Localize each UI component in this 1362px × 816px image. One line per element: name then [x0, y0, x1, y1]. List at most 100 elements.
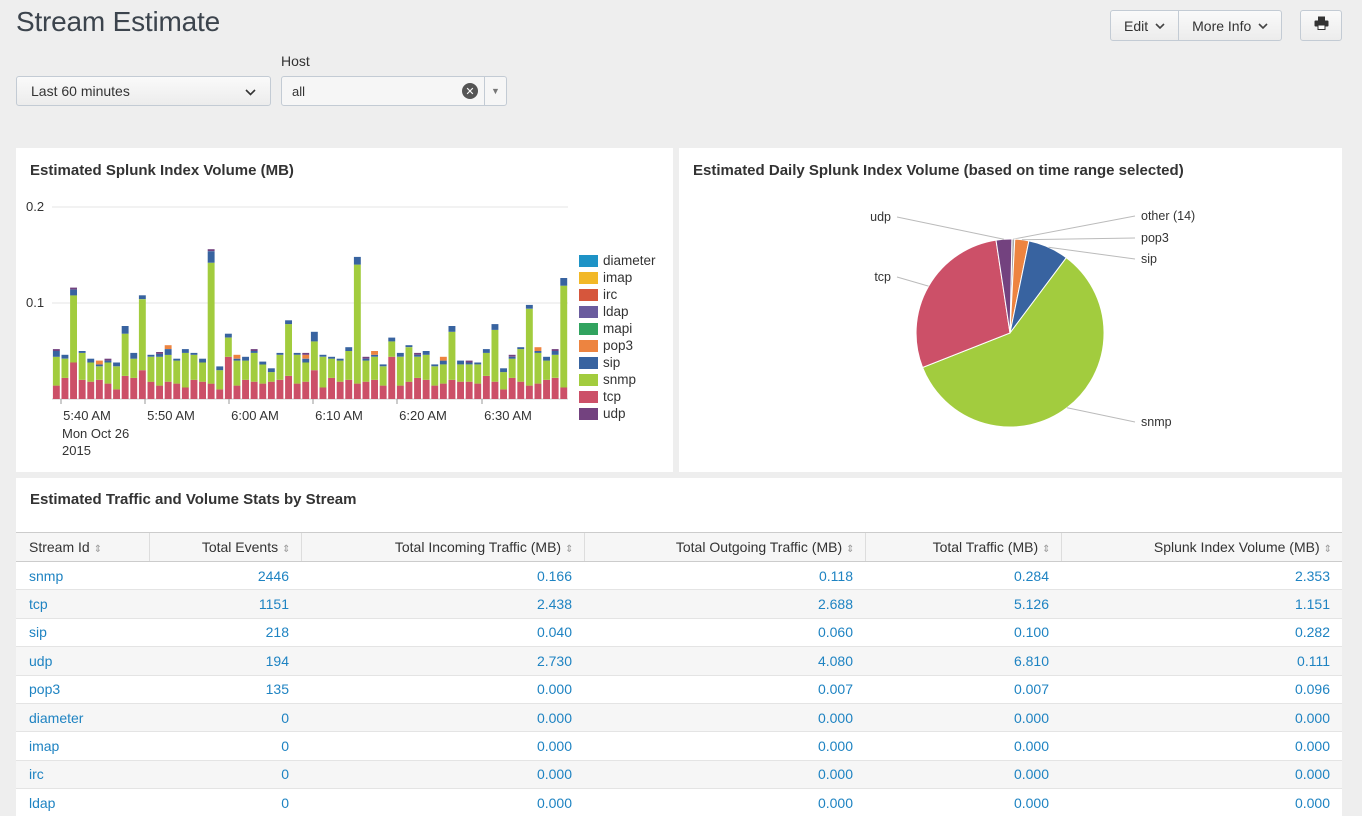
table-cell-link[interactable]: 0.000	[301, 731, 584, 761]
table-cell-link[interactable]: 6.810	[865, 646, 1061, 676]
table-cell-link[interactable]: 0.040	[301, 618, 584, 648]
table-cell-link[interactable]: 0.111	[1061, 646, 1342, 676]
table-cell-link[interactable]: 194	[149, 646, 301, 676]
pie-leader-line	[1048, 246, 1136, 260]
table-cell-link[interactable]: 0.000	[584, 788, 865, 816]
table-cell-link[interactable]: 0.096	[1061, 675, 1342, 704]
legend-item[interactable]: pop3	[579, 337, 656, 354]
table-cell-link[interactable]: 0	[149, 760, 301, 790]
table-cell-link[interactable]: 0.000	[1061, 731, 1342, 761]
table-cell-link[interactable]: 0.000	[1061, 760, 1342, 790]
column-header[interactable]: Splunk Index Volume (MB) ⇕	[1060, 532, 1342, 562]
clear-icon[interactable]: ✕	[462, 83, 478, 99]
legend-item[interactable]: sip	[579, 354, 656, 371]
stream-id-link[interactable]: pop3	[16, 675, 149, 704]
table-row[interactable]: udp 194 2.730 4.080 6.810 0.111	[16, 646, 1342, 676]
table-cell-link[interactable]: 0.282	[1061, 618, 1342, 648]
stream-id-link[interactable]: irc	[16, 760, 149, 790]
stream-id-link[interactable]: diameter	[16, 703, 149, 733]
sort-icon[interactable]: ⇕	[93, 544, 103, 555]
table-cell-link[interactable]: 0.000	[865, 788, 1061, 816]
legend-label: snmp	[603, 372, 637, 387]
bar-segment-snmp	[517, 349, 525, 382]
table-cell-link[interactable]: 135	[149, 675, 301, 704]
table-cell-link[interactable]: 5.126	[865, 589, 1061, 619]
sort-icon[interactable]: ⇕	[282, 544, 291, 555]
table-cell-link[interactable]: 0.000	[865, 731, 1061, 761]
legend-item[interactable]: udp	[579, 405, 656, 422]
table-cell-link[interactable]: 2.688	[584, 589, 865, 619]
sort-icon[interactable]: ⇕	[1323, 544, 1332, 555]
table-cell-link[interactable]: 0.284	[865, 561, 1061, 591]
table-cell-link[interactable]: 1.151	[1061, 589, 1342, 619]
table-cell-link[interactable]: 0.060	[584, 618, 865, 648]
sort-icon[interactable]: ⇕	[846, 544, 855, 555]
table-row[interactable]: snmp 2446 0.166 0.118 0.284 2.353	[16, 561, 1342, 591]
table-cell-link[interactable]: 0.100	[865, 618, 1061, 648]
table-cell-link[interactable]: 1151	[149, 589, 301, 619]
print-button[interactable]	[1300, 10, 1342, 41]
column-header[interactable]: Total Incoming Traffic (MB) ⇕	[300, 532, 584, 562]
more-info-button[interactable]: More Info	[1178, 11, 1281, 40]
column-header[interactable]: Total Events ⇕	[148, 532, 301, 562]
table-cell-link[interactable]: 2446	[149, 561, 301, 591]
legend-item[interactable]: tcp	[579, 388, 656, 405]
sort-icon[interactable]: ⇕	[565, 544, 574, 555]
stream-id-link[interactable]: tcp	[16, 589, 149, 619]
table-cell-link[interactable]: 0.007	[584, 675, 865, 704]
column-header[interactable]: Stream Id ⇕	[16, 532, 149, 562]
bar-segment-tcp	[414, 377, 421, 399]
table-cell-link[interactable]: 0.000	[301, 760, 584, 790]
column-header[interactable]: Total Outgoing Traffic (MB) ⇕	[583, 532, 865, 562]
table-row[interactable]: pop3 135 0.000 0.007 0.007 0.096	[16, 675, 1342, 704]
bar-segment-snmp	[267, 372, 275, 382]
table-row[interactable]: imap 0 0.000 0.000 0.000 0.000	[16, 731, 1342, 761]
column-header[interactable]: Total Traffic (MB) ⇕	[864, 532, 1061, 562]
table-cell-link[interactable]: 2.438	[301, 589, 584, 619]
table-cell-link[interactable]: 0.118	[584, 561, 865, 591]
stream-id-link[interactable]: udp	[16, 646, 149, 676]
table-cell-link[interactable]: 0.000	[584, 703, 865, 733]
table-cell-link[interactable]: 0	[149, 703, 301, 733]
legend-item[interactable]: mapi	[579, 320, 656, 337]
table-cell-link[interactable]: 0.000	[301, 788, 584, 816]
table-cell-link[interactable]: 0	[149, 788, 301, 816]
table-row[interactable]: diameter 0 0.000 0.000 0.000 0.000	[16, 703, 1342, 733]
table-cell-link[interactable]: 4.080	[584, 646, 865, 676]
legend-item[interactable]: diameter	[579, 252, 656, 269]
table-row[interactable]: tcp 1151 2.438 2.688 5.126 1.151	[16, 589, 1342, 619]
table-cell-link[interactable]: 2.730	[301, 646, 584, 676]
table-cell-link[interactable]: 218	[149, 618, 301, 648]
table-cell-link[interactable]: 0.000	[301, 703, 584, 733]
bar-segment-sip	[216, 366, 224, 371]
time-range-picker[interactable]: Last 60 minutes	[16, 76, 271, 106]
bar-segment-tcp	[87, 381, 95, 399]
stream-id-link[interactable]: imap	[16, 731, 149, 761]
table-cell-link[interactable]: 0.000	[584, 760, 865, 790]
chevron-down-icon	[245, 83, 256, 99]
dropdown-arrow-icon[interactable]: ▼	[484, 77, 506, 105]
table-row[interactable]: irc 0 0.000 0.000 0.000 0.000	[16, 760, 1342, 790]
stream-id-link[interactable]: snmp	[16, 561, 149, 591]
table-cell-link[interactable]: 0.000	[1061, 788, 1342, 816]
host-select[interactable]: all ✕ ▼	[281, 76, 507, 106]
stream-id-link[interactable]: ldap	[16, 788, 149, 816]
legend-item[interactable]: snmp	[579, 371, 656, 388]
table-row[interactable]: ldap 0 0.000 0.000 0.000 0.000	[16, 788, 1342, 816]
table-cell-link[interactable]: 0.007	[865, 675, 1061, 704]
table-cell-link[interactable]: 2.353	[1061, 561, 1342, 591]
sort-icon[interactable]: ⇕	[1042, 544, 1051, 555]
edit-button[interactable]: Edit	[1111, 11, 1178, 40]
table-cell-link[interactable]: 0.000	[865, 760, 1061, 790]
table-cell-link[interactable]: 0.166	[301, 561, 584, 591]
table-cell-link[interactable]: 0.000	[584, 731, 865, 761]
table-cell-link[interactable]: 0.000	[1061, 703, 1342, 733]
legend-item[interactable]: imap	[579, 269, 656, 286]
legend-item[interactable]: ldap	[579, 303, 656, 320]
legend-item[interactable]: irc	[579, 286, 656, 303]
table-row[interactable]: sip 218 0.040 0.060 0.100 0.282	[16, 618, 1342, 648]
table-cell-link[interactable]: 0.000	[301, 675, 584, 704]
table-cell-link[interactable]: 0.000	[865, 703, 1061, 733]
table-cell-link[interactable]: 0	[149, 731, 301, 761]
stream-id-link[interactable]: sip	[16, 618, 149, 648]
